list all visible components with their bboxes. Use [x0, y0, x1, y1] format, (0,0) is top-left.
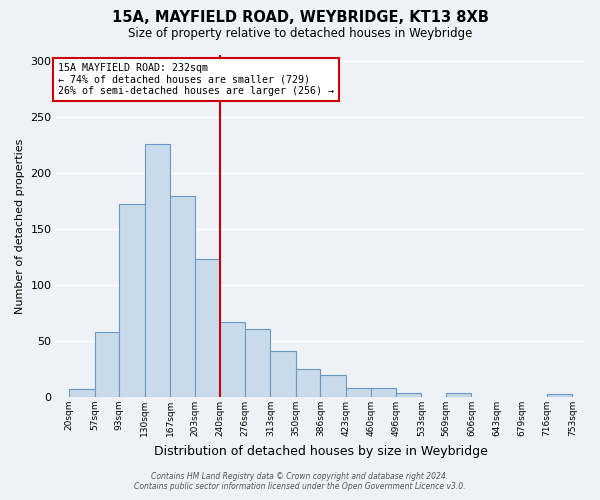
Bar [145, 144, 170, 397]
Bar [346, 388, 371, 397]
Bar [170, 196, 195, 397]
Bar [245, 328, 271, 397]
Text: Contains HM Land Registry data © Crown copyright and database right 2024.
Contai: Contains HM Land Registry data © Crown c… [134, 472, 466, 491]
Bar [547, 394, 572, 397]
Bar [296, 369, 320, 397]
X-axis label: Distribution of detached houses by size in Weybridge: Distribution of detached houses by size … [154, 444, 488, 458]
Bar [220, 322, 245, 397]
Bar [320, 374, 346, 397]
Bar [271, 351, 296, 397]
Bar [446, 392, 472, 397]
Bar [396, 392, 421, 397]
Y-axis label: Number of detached properties: Number of detached properties [15, 138, 25, 314]
Text: 15A MAYFIELD ROAD: 232sqm
← 74% of detached houses are smaller (729)
26% of semi: 15A MAYFIELD ROAD: 232sqm ← 74% of detac… [58, 63, 334, 96]
Bar [195, 259, 220, 397]
Bar [119, 204, 145, 397]
Text: Size of property relative to detached houses in Weybridge: Size of property relative to detached ho… [128, 28, 472, 40]
Bar [371, 388, 396, 397]
Bar [69, 389, 95, 397]
Text: 15A, MAYFIELD ROAD, WEYBRIDGE, KT13 8XB: 15A, MAYFIELD ROAD, WEYBRIDGE, KT13 8XB [112, 10, 488, 25]
Bar [95, 332, 119, 397]
